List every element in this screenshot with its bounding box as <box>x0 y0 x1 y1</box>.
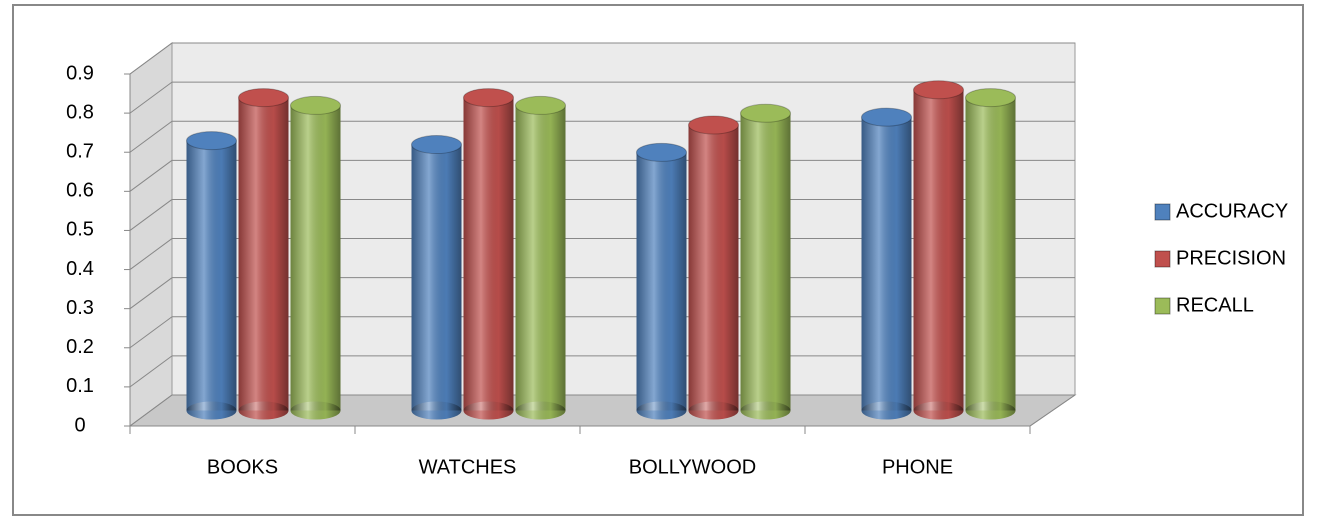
grid-line-side <box>129 238 173 270</box>
legend-swatch <box>1154 203 1171 221</box>
bar-top <box>515 95 566 115</box>
bar-shade <box>636 152 687 411</box>
grid-line-side <box>129 81 173 114</box>
bar-base-shade <box>411 401 462 420</box>
y-tick-label: 0.4 <box>66 258 94 280</box>
grid-line-side <box>129 199 173 231</box>
y-tick-label: 0.9 <box>66 62 94 84</box>
bar-top <box>186 131 237 151</box>
grid-line-side <box>129 277 173 310</box>
legend-swatch <box>1154 250 1171 268</box>
x-tick-label: PHONE <box>882 456 953 478</box>
grid-line-side <box>129 42 173 75</box>
legend-swatch <box>1154 297 1171 315</box>
y-tick-label: 0.6 <box>66 180 94 202</box>
y-tick-label: 0.5 <box>66 219 94 241</box>
y-tick-label: 0.3 <box>66 297 94 319</box>
bar-top <box>636 142 687 162</box>
bar-shade <box>965 97 1016 411</box>
y-tick-label: 0.2 <box>66 336 94 358</box>
floor-edge <box>1029 394 1076 427</box>
bar-base-shade <box>740 401 791 420</box>
bar-base-shade <box>290 401 341 420</box>
bar-shade <box>515 105 566 411</box>
x-tick-label: BOLLYWOOD <box>629 456 756 478</box>
bar-base-shade <box>463 401 514 420</box>
legend-label: PRECISION <box>1176 247 1286 269</box>
bar-base-shade <box>636 401 687 420</box>
bar-base-shade <box>515 401 566 420</box>
bar-top <box>290 95 341 115</box>
bar-shade <box>913 89 964 411</box>
bar-top <box>965 88 1016 108</box>
legend-label: RECALL <box>1176 294 1254 316</box>
bar-top <box>740 103 791 123</box>
grid-line-side <box>129 316 173 349</box>
grid-line-side <box>129 355 173 388</box>
bar-base-shade <box>861 401 912 420</box>
bar-top <box>411 135 462 155</box>
bar-base-shade <box>688 401 739 420</box>
bar-base-shade <box>913 401 964 420</box>
bar-top <box>913 80 964 100</box>
grid-line-side <box>129 159 173 192</box>
grid-line-side <box>129 120 173 153</box>
bar-top <box>238 88 289 108</box>
bar-top <box>688 115 739 135</box>
bar-shade <box>290 105 341 411</box>
x-tick-label: WATCHES <box>419 456 517 478</box>
y-tick-label: 0.8 <box>66 101 94 123</box>
bar-top <box>861 107 912 127</box>
bar-shade <box>861 117 912 411</box>
x-tick-label: BOOKS <box>207 456 278 478</box>
bar-shade <box>186 140 237 411</box>
y-tick-label: 0.1 <box>66 375 94 397</box>
bar-base-shade <box>965 401 1016 420</box>
bar-shade <box>411 144 462 411</box>
bar-shade <box>463 97 514 411</box>
bar-shade <box>688 124 739 411</box>
bar-base-shade <box>186 401 237 420</box>
bar-base-shade <box>238 401 289 420</box>
y-tick-label: 0 <box>74 414 85 436</box>
bar-top <box>463 88 514 108</box>
legend-label: ACCURACY <box>1176 200 1288 222</box>
bar-shade <box>238 97 289 411</box>
bar-shade <box>740 113 791 411</box>
grid-line-side <box>129 394 173 427</box>
y-tick-label: 0.7 <box>66 141 94 163</box>
side-wall <box>129 42 173 427</box>
